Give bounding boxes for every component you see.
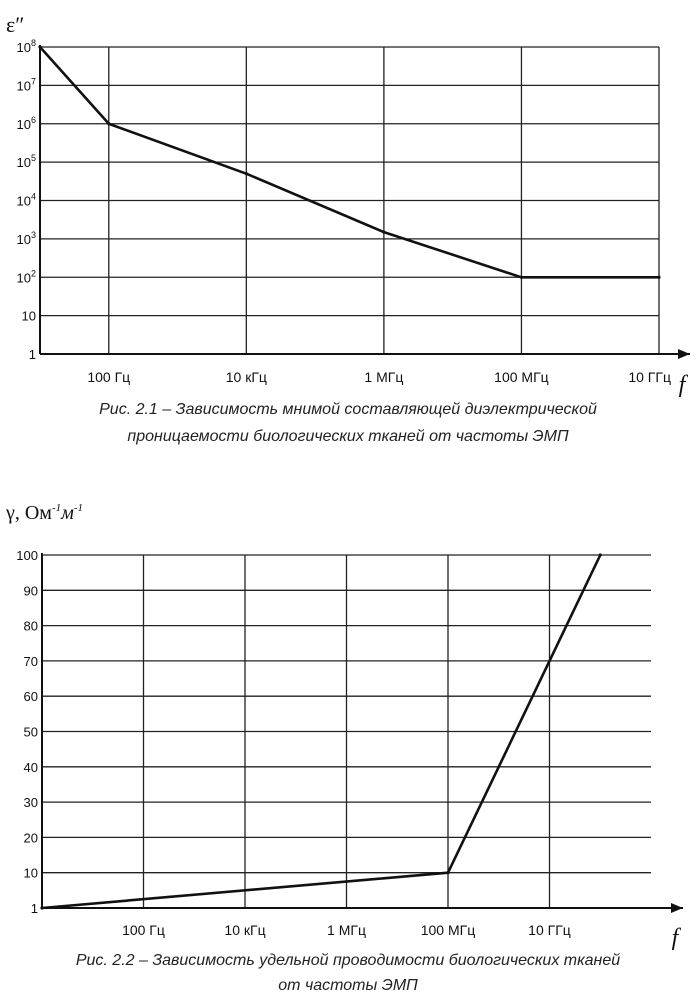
data-point bbox=[107, 122, 111, 126]
x-axis-arrow bbox=[678, 349, 690, 359]
x-tick-label: 10 кГц bbox=[226, 369, 267, 385]
x-tick-label: 10 ГГц bbox=[628, 369, 671, 385]
y-tick-label: 30 bbox=[24, 795, 38, 810]
y-tick-label: 104 bbox=[17, 192, 36, 209]
x-axis-label: f bbox=[679, 372, 689, 398]
figure-caption: Рис. 2.2 – Зависимость удельной проводим… bbox=[76, 952, 620, 969]
x-tick-label: 10 ГГц bbox=[528, 922, 571, 938]
data-point bbox=[446, 871, 450, 875]
y-tick-label: 10 bbox=[22, 309, 36, 324]
data-point bbox=[657, 275, 661, 279]
y-tick-label: 20 bbox=[24, 830, 38, 845]
x-tick-label: 100 Гц bbox=[87, 369, 130, 385]
y-tick-label: 103 bbox=[17, 230, 36, 247]
x-tick-label: 1 МГц bbox=[327, 922, 366, 938]
y-tick-label: 1 bbox=[31, 901, 38, 916]
y-axis-label: γ, Ом-1м-1 bbox=[5, 502, 83, 524]
x-tick-label: 100 МГц bbox=[494, 369, 549, 385]
y-tick-label: 10 bbox=[24, 866, 38, 881]
y-tick-label: 60 bbox=[24, 689, 38, 704]
data-point bbox=[382, 230, 386, 234]
y-tick-label: 1 bbox=[29, 347, 36, 362]
y-tick-label: 100 bbox=[16, 548, 38, 563]
x-tick-label: 10 кГц bbox=[224, 922, 265, 938]
chart-dielectric-loss: 1 10 102 103 104 105 106 107 108 100 Гц 10 кГц 1 МГ… bbox=[6, 12, 690, 445]
x-axis-arrow bbox=[671, 903, 683, 913]
y-tick-label: 40 bbox=[24, 760, 38, 775]
y-tick-label: 108 bbox=[17, 38, 36, 55]
figure-caption: от частоты ЭМП bbox=[278, 977, 418, 994]
y-tick-label: 102 bbox=[17, 268, 36, 285]
y-tick-label: 90 bbox=[24, 583, 38, 598]
x-tick-label: 100 Гц bbox=[122, 922, 165, 938]
x-tick-label: 100 МГц bbox=[421, 922, 476, 938]
data-line bbox=[39, 46, 659, 279]
figure-caption: проницаемости биологических тканей от ча… bbox=[127, 428, 569, 445]
data-point bbox=[598, 553, 602, 557]
y-tick-label: 50 bbox=[24, 725, 38, 740]
data-point bbox=[244, 172, 248, 176]
data-point bbox=[38, 45, 42, 49]
x-axis-label: f bbox=[672, 925, 682, 951]
y-tick-label: 80 bbox=[24, 619, 38, 634]
y-tick-label: 70 bbox=[24, 654, 38, 669]
y-tick-label: 107 bbox=[17, 76, 36, 93]
data-point bbox=[519, 275, 524, 279]
y-tick-label: 106 bbox=[17, 115, 36, 132]
data-point bbox=[40, 906, 44, 910]
chart-conductivity: 1 10 20 30 40 50 60 70 80 90 100 100 Гц 10 кГц 1 МГц 1… bbox=[5, 502, 683, 994]
y-axis-label: ε″ bbox=[6, 12, 24, 37]
y-tick-label: 105 bbox=[17, 153, 36, 170]
x-tick-label: 1 МГц bbox=[364, 369, 403, 385]
figure-caption: Рис. 2.1 – Зависимость мнимой составляющ… bbox=[99, 401, 597, 418]
